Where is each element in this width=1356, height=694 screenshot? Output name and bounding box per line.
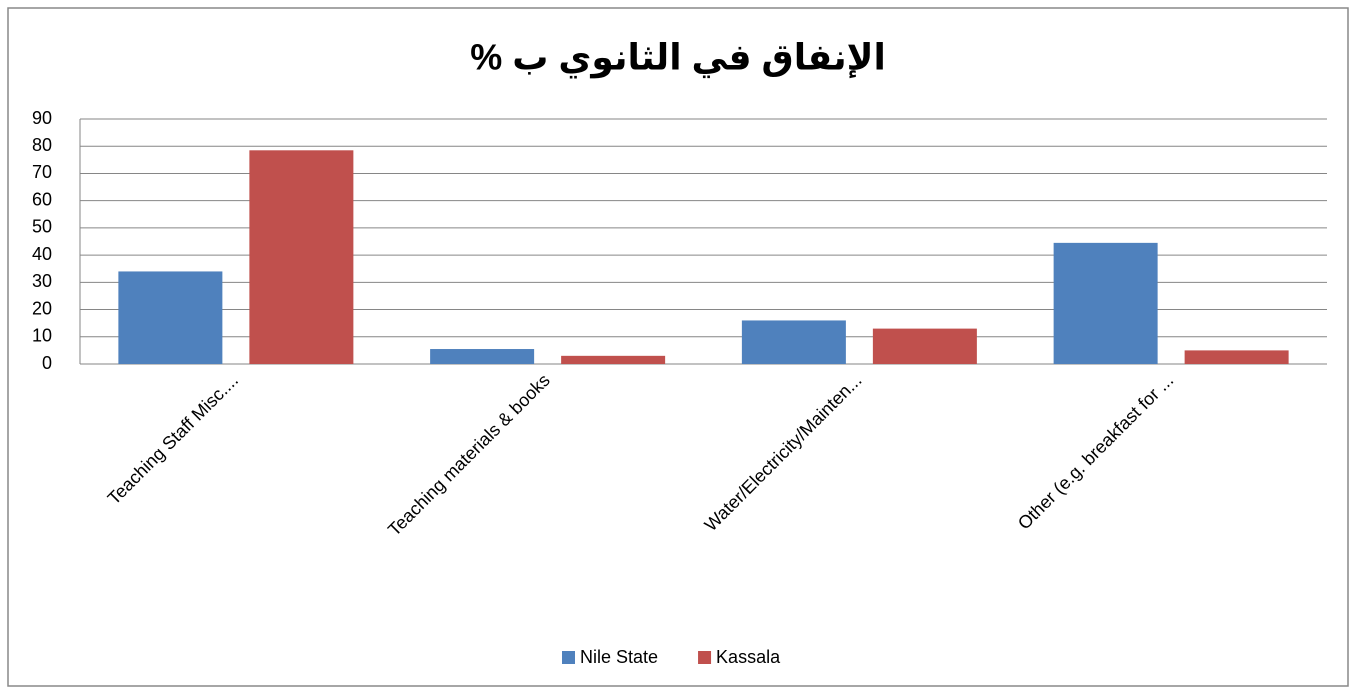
y-tick-label: 50 xyxy=(32,217,52,237)
legend-swatch xyxy=(698,651,712,664)
y-tick-label: 0 xyxy=(42,353,52,373)
bar xyxy=(118,271,223,364)
y-tick-label: 10 xyxy=(32,326,52,346)
y-tick-label: 80 xyxy=(32,135,52,155)
bar xyxy=(872,328,977,364)
bar xyxy=(430,349,535,364)
legend-label: Kassala xyxy=(716,647,781,667)
y-tick-label: 90 xyxy=(32,108,52,128)
y-tick-label: 40 xyxy=(32,244,52,264)
y-tick-label: 20 xyxy=(32,298,52,318)
y-tick-label: 30 xyxy=(32,271,52,291)
y-tick-label: 70 xyxy=(32,162,52,182)
bar xyxy=(561,355,666,364)
y-tick-label: 60 xyxy=(32,189,52,209)
legend-swatch xyxy=(562,651,575,664)
bar xyxy=(1184,350,1289,364)
bar xyxy=(741,320,846,364)
chart-title: الإنفاق في الثانوي ب % xyxy=(470,37,886,79)
bar xyxy=(249,150,354,364)
legend-label: Nile State xyxy=(580,647,658,667)
bar xyxy=(1053,242,1158,364)
